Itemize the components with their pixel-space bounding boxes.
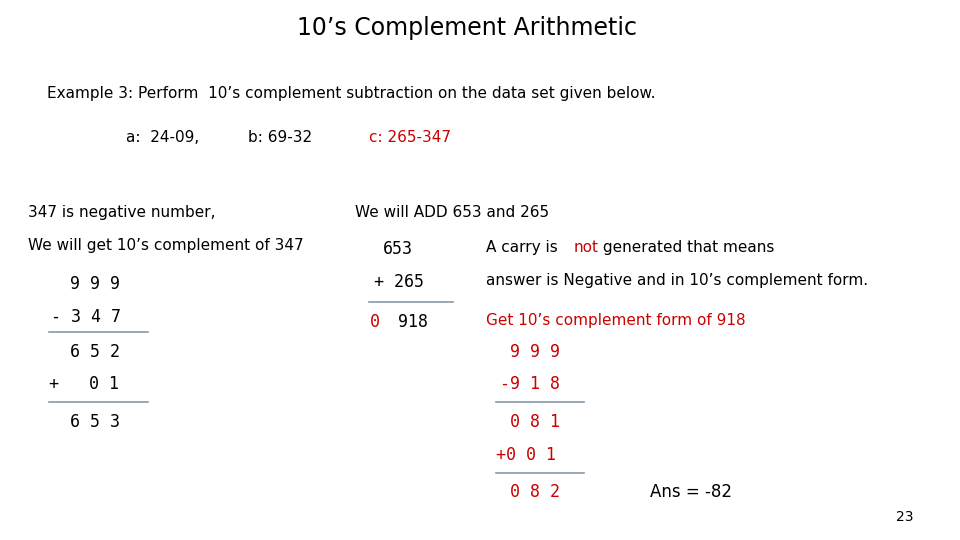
Text: 9 9 9: 9 9 9 [70, 275, 120, 293]
Text: 6 5 3: 6 5 3 [70, 413, 120, 431]
Text: 23: 23 [896, 510, 913, 524]
Text: b: 69-32: b: 69-32 [248, 130, 312, 145]
Text: + 265: + 265 [374, 273, 424, 291]
Text: c: 265-347: c: 265-347 [370, 130, 451, 145]
Text: A carry is: A carry is [486, 240, 563, 255]
Text: 653: 653 [383, 240, 414, 258]
Text: +   0 1: + 0 1 [49, 375, 119, 393]
Text: 0 8 1: 0 8 1 [510, 413, 560, 431]
Text: not: not [574, 240, 599, 255]
Text: answer is Negative and in 10’s complement form.: answer is Negative and in 10’s complemen… [486, 273, 869, 288]
Text: - 3 4 7: - 3 4 7 [52, 308, 121, 326]
Text: 918: 918 [388, 313, 428, 331]
Text: 9 9 9: 9 9 9 [510, 343, 560, 361]
Text: generated that means: generated that means [598, 240, 775, 255]
Text: 10’s Complement Arithmetic: 10’s Complement Arithmetic [298, 16, 637, 40]
Text: 347 is negative number,: 347 is negative number, [28, 205, 216, 220]
Text: +0 0 1: +0 0 1 [495, 446, 556, 463]
Text: Get 10’s complement form of 918: Get 10’s complement form of 918 [486, 313, 746, 328]
Text: -9 1 8: -9 1 8 [500, 375, 561, 393]
Text: 0: 0 [371, 313, 380, 331]
Text: Example 3: Perform  10’s complement subtraction on the data set given below.: Example 3: Perform 10’s complement subtr… [47, 86, 656, 102]
Text: 0 8 2: 0 8 2 [510, 483, 560, 501]
Text: We will ADD 653 and 265: We will ADD 653 and 265 [355, 205, 549, 220]
Text: Ans = -82: Ans = -82 [650, 483, 732, 501]
Text: 6 5 2: 6 5 2 [70, 343, 120, 361]
Text: a:  24-09,: a: 24-09, [126, 130, 200, 145]
Text: We will get 10’s complement of 347: We will get 10’s complement of 347 [28, 238, 303, 253]
